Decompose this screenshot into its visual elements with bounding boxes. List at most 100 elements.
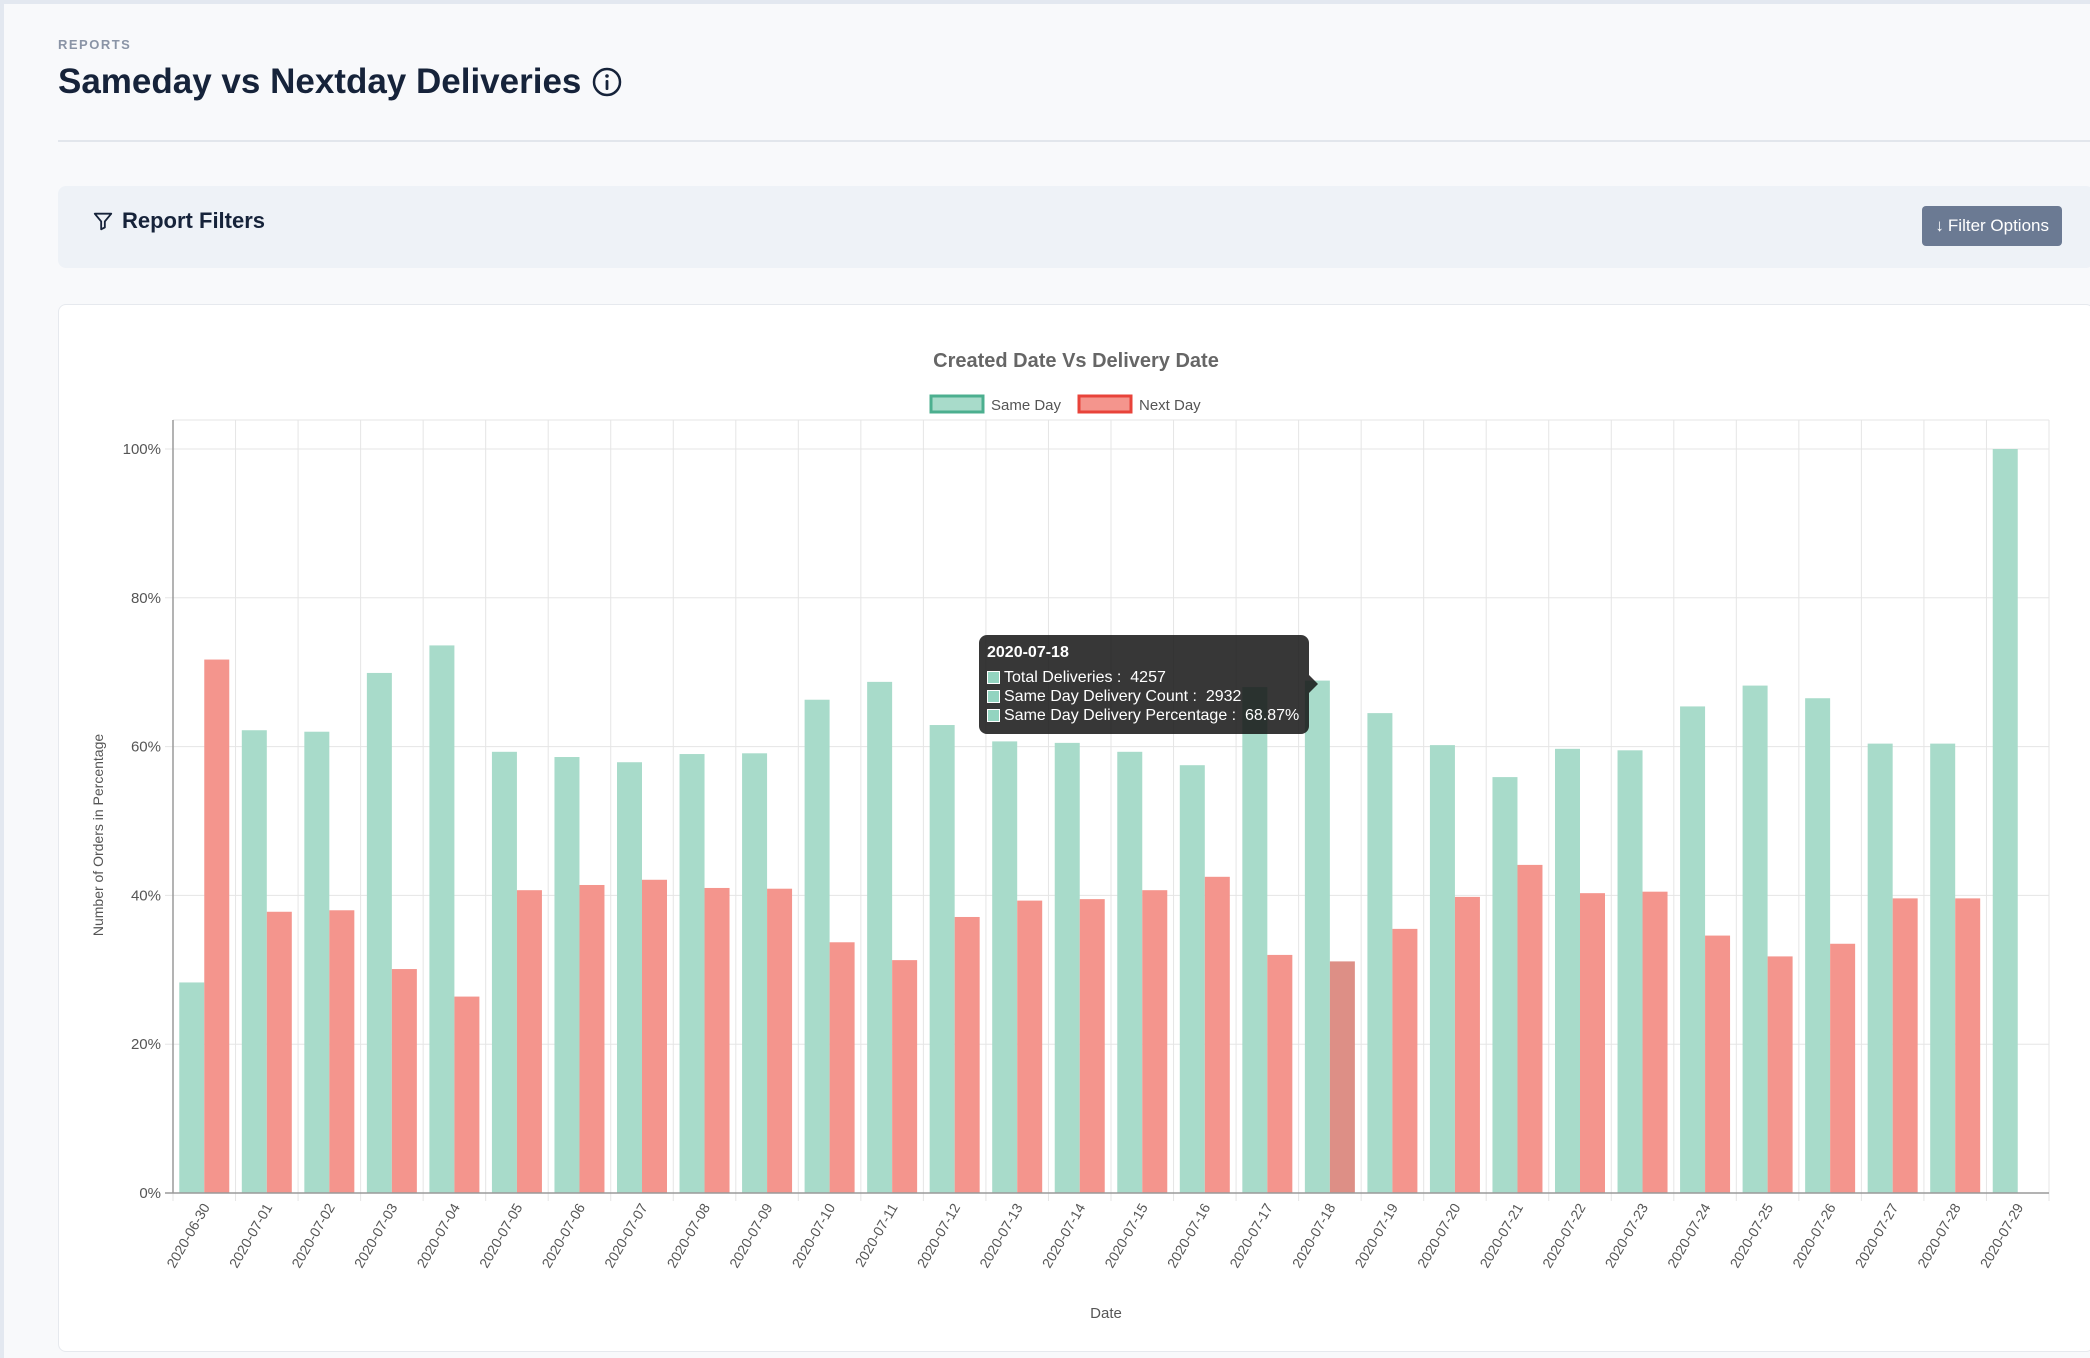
bar-same-day[interactable] — [1304, 680, 1330, 1193]
tooltip-swatch — [987, 671, 1000, 684]
tooltip-label: Same Day Delivery Count : — [1004, 688, 1197, 705]
bar-next-day[interactable] — [1892, 898, 1918, 1193]
tooltip-line: Total Deliveries : 4257 — [987, 668, 1299, 687]
legend-label[interactable]: Next Day — [1139, 397, 1201, 414]
x-tick-label: 2020-07-03 — [351, 1200, 401, 1270]
bar-same-day[interactable] — [1930, 743, 1956, 1193]
bar-same-day[interactable] — [804, 699, 830, 1193]
bar-next-day[interactable] — [454, 996, 480, 1193]
bar-same-day[interactable] — [1117, 751, 1143, 1193]
bar-same-day[interactable] — [1992, 449, 2018, 1193]
bar-same-day[interactable] — [491, 751, 517, 1193]
legend-label[interactable]: Same Day — [991, 397, 1062, 414]
bar-same-day[interactable] — [1367, 713, 1393, 1193]
x-tick-label: 2020-07-15 — [1101, 1200, 1151, 1270]
bar-same-day[interactable] — [554, 757, 580, 1193]
bar-next-day[interactable] — [266, 911, 292, 1193]
bar-next-day[interactable] — [1079, 899, 1105, 1193]
filter-options-button[interactable]: ↓ Filter Options — [1922, 206, 2062, 246]
bar-same-day[interactable] — [304, 731, 330, 1193]
x-tick-label: 2020-07-06 — [538, 1200, 588, 1270]
tooltip-line: Same Day Delivery Percentage : 68.87% — [987, 706, 1299, 725]
tooltip-swatch — [987, 690, 1000, 703]
x-tick-label: 2020-07-26 — [1789, 1200, 1839, 1270]
x-tick-label: 2020-07-13 — [976, 1200, 1026, 1270]
legend-swatch-next-day[interactable] — [1077, 394, 1133, 414]
bar-next-day[interactable] — [329, 910, 355, 1193]
bar-same-day[interactable] — [241, 730, 267, 1193]
bar-next-day[interactable] — [1705, 935, 1731, 1193]
report-filters-heading[interactable]: Report Filters — [92, 208, 265, 234]
x-axis-label: Date — [1090, 1305, 1122, 1322]
bar-next-day[interactable] — [1142, 890, 1168, 1193]
x-tick-label: 2020-07-21 — [1476, 1200, 1526, 1270]
bar-next-day[interactable] — [1267, 954, 1293, 1193]
bar-next-day[interactable] — [204, 659, 230, 1193]
bar-next-day[interactable] — [1642, 891, 1668, 1193]
bar-same-day[interactable] — [679, 754, 705, 1193]
bar-next-day[interactable] — [704, 887, 730, 1193]
bar-next-day[interactable] — [1517, 864, 1543, 1193]
bar-next-day[interactable] — [1392, 928, 1418, 1193]
x-tick-label: 2020-07-16 — [1164, 1200, 1214, 1270]
bar-same-day[interactable] — [1680, 706, 1706, 1193]
x-tick-label: 2020-07-17 — [1226, 1200, 1276, 1270]
bar-next-day[interactable] — [1204, 876, 1230, 1193]
bar-next-day[interactable] — [767, 888, 793, 1193]
bar-next-day[interactable] — [1017, 900, 1043, 1193]
bar-same-day[interactable] — [929, 725, 955, 1193]
bar-same-day[interactable] — [1429, 745, 1455, 1193]
bar-next-day[interactable] — [516, 890, 542, 1193]
info-icon[interactable] — [591, 66, 623, 98]
chart-tooltip: 2020-07-18 Total Deliveries : 4257 Same … — [979, 635, 1319, 734]
tooltip-line: Same Day Delivery Count : 2932 — [987, 687, 1299, 706]
bar-same-day[interactable] — [1867, 743, 1893, 1193]
bar-next-day[interactable] — [829, 942, 855, 1193]
x-axis-ticks: 2020-06-30 2020-07-01 2020-07-02 2020-07-03… — [163, 1200, 2026, 1270]
x-tick-label: 2020-07-08 — [663, 1200, 713, 1270]
bar-same-day[interactable] — [366, 672, 392, 1193]
tooltip-value: 4257 — [1130, 669, 1166, 686]
filter-options-label: Filter Options — [1947, 216, 2049, 235]
bar-next-day[interactable] — [1830, 943, 1856, 1193]
tooltip-swatch — [987, 709, 1000, 722]
y-tick-label: 60% — [131, 739, 161, 756]
bar-next-day[interactable] — [1767, 956, 1793, 1193]
chart-axes — [165, 420, 2049, 1194]
bar-same-day[interactable] — [429, 645, 455, 1193]
y-tick-label: 40% — [131, 887, 161, 904]
bar-same-day[interactable] — [742, 753, 768, 1193]
bar-same-day[interactable] — [1242, 687, 1268, 1193]
bar-same-day[interactable] — [1492, 777, 1518, 1193]
bar-same-day[interactable] — [1805, 698, 1831, 1193]
x-tick-label: 2020-07-29 — [1977, 1200, 2027, 1270]
bar-next-day[interactable] — [1955, 898, 1981, 1193]
chart-grid — [165, 419, 2050, 1201]
bar-next-day[interactable] — [1329, 961, 1355, 1193]
bar-next-day[interactable] — [579, 884, 605, 1193]
bar-same-day[interactable] — [179, 982, 205, 1193]
x-tick-label: 2020-07-19 — [1351, 1200, 1401, 1270]
bar-next-day[interactable] — [391, 969, 417, 1193]
y-tick-label: 100% — [123, 441, 161, 458]
x-tick-label: 2020-07-20 — [1414, 1200, 1464, 1270]
bar-next-day[interactable] — [892, 960, 918, 1193]
bar-next-day[interactable] — [1580, 893, 1605, 1193]
bar-next-day[interactable] — [954, 916, 980, 1193]
bar-next-day[interactable] — [1454, 896, 1480, 1193]
bar-same-day[interactable] — [1054, 742, 1080, 1193]
bar-same-day[interactable] — [1179, 765, 1205, 1193]
legend-swatch-same-day[interactable] — [929, 394, 985, 414]
bar-same-day[interactable] — [1742, 685, 1768, 1193]
report-filters-panel: Report Filters ↓ Filter Options — [58, 186, 2090, 268]
x-tick-label: 2020-07-01 — [226, 1200, 276, 1270]
bar-same-day[interactable] — [617, 762, 642, 1193]
tooltip-value: 2932 — [1205, 688, 1242, 705]
bar-same-day[interactable] — [1555, 748, 1580, 1193]
chart-legend: Same Day Next Day — [929, 394, 1201, 414]
bar-same-day[interactable] — [992, 741, 1018, 1193]
bar-same-day[interactable] — [1617, 750, 1643, 1193]
bar-same-day[interactable] — [867, 681, 893, 1193]
bar-next-day[interactable] — [642, 879, 667, 1193]
